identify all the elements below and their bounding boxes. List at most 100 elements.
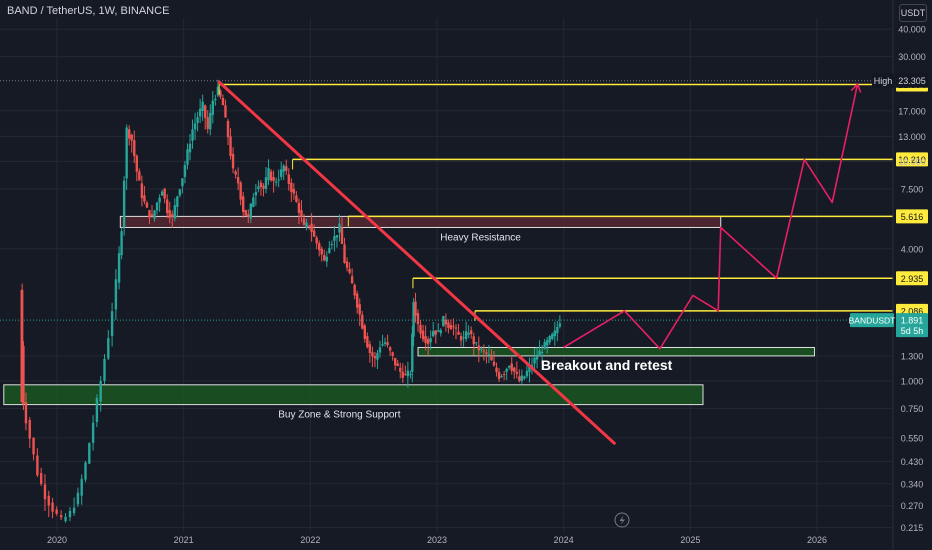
- candle-body: [335, 235, 339, 238]
- level-label-bg: [896, 209, 928, 224]
- candle-body: [51, 502, 54, 512]
- chart-zones: [3, 215, 815, 406]
- candle-body: [300, 210, 303, 217]
- y-tick-label: 0.215: [901, 523, 924, 533]
- x-tick-label: 2023: [427, 535, 447, 545]
- candle-body: [449, 324, 453, 330]
- candle-body: [546, 340, 549, 346]
- y-tick-label: 30.000: [898, 52, 926, 62]
- candle-body: [143, 195, 146, 202]
- candle-body: [350, 276, 354, 284]
- candle-body: [130, 134, 133, 141]
- candle-body: [274, 181, 278, 183]
- candle-body: [153, 210, 156, 219]
- candle-body: [411, 333, 414, 372]
- candle-body: [107, 338, 110, 359]
- candle-body: [439, 330, 442, 334]
- candle-body: [88, 443, 91, 464]
- lightning-icon: [614, 512, 630, 528]
- candle-body: [267, 168, 270, 181]
- candle-body: [236, 177, 240, 184]
- candle-body: [437, 330, 440, 332]
- candle-body: [173, 205, 176, 219]
- candle-body: [36, 455, 39, 476]
- candle-body: [226, 120, 230, 138]
- y-tick-label: 0.430: [901, 457, 924, 467]
- candle-body: [386, 342, 389, 346]
- high-value-bg: [896, 73, 928, 88]
- candle-body: [551, 333, 554, 340]
- candle-body: [43, 484, 47, 500]
- candle-body: [259, 182, 263, 187]
- candle-body: [485, 352, 488, 354]
- candle-body: [80, 478, 83, 496]
- chart-title: BAND / TetherUS, 1W, BINANCE: [7, 5, 170, 17]
- candle-body: [91, 422, 95, 443]
- candle-body: [178, 189, 182, 196]
- candle-body: [252, 197, 255, 207]
- candle-body: [186, 149, 189, 165]
- candle-body: [399, 367, 402, 372]
- candle-body: [528, 365, 531, 372]
- candle-body: [520, 375, 524, 381]
- candle-body: [211, 100, 214, 115]
- candle-body: [548, 335, 551, 343]
- level-label-bg: [896, 271, 928, 286]
- x-tick-label: 2022: [300, 535, 320, 545]
- candle-body: [490, 355, 493, 361]
- y-tick-label: 1.000: [901, 376, 924, 386]
- candle-body: [181, 178, 184, 187]
- high-label-bg: [872, 73, 894, 88]
- candle-body: [292, 189, 296, 194]
- trendline-layer: [217, 80, 616, 445]
- candle-body: [535, 356, 539, 360]
- candle-body: [148, 210, 151, 218]
- candle-body: [447, 322, 450, 328]
- candle-body: [133, 140, 136, 157]
- projection-layer: [563, 82, 862, 350]
- candle-body: [140, 183, 144, 199]
- candle-body: [168, 210, 171, 219]
- candle-body: [525, 370, 529, 377]
- candle-body: [290, 182, 293, 192]
- candle-body: [249, 203, 252, 219]
- candle-body: [510, 363, 513, 371]
- candle-body: [368, 344, 372, 353]
- candle-body: [421, 330, 425, 340]
- candle-body: [419, 324, 422, 334]
- x-tick-label: 2024: [554, 535, 574, 545]
- candle-body: [219, 90, 222, 97]
- y-tick-label: 1.300: [901, 351, 924, 361]
- candle-body: [285, 166, 288, 172]
- candle-body: [416, 313, 420, 325]
- candle-body: [348, 268, 351, 273]
- candle-body: [454, 327, 458, 329]
- candle-body: [254, 191, 258, 196]
- candle-body: [295, 195, 298, 202]
- candle-body: [497, 371, 501, 379]
- candle-body: [95, 398, 99, 422]
- chart-grid: [0, 18, 893, 532]
- candle-body: [117, 253, 121, 283]
- candle-body: [378, 347, 382, 353]
- price-badge-countdown: 5d 5h: [901, 326, 924, 336]
- candle-body: [540, 352, 544, 354]
- candle-body: [277, 179, 280, 181]
- y-tick-label: 4.000: [901, 244, 924, 254]
- currency-button[interactable]: USDT: [899, 4, 927, 22]
- candle-body: [224, 105, 227, 118]
- candle-body: [487, 354, 491, 356]
- support-zone: [3, 384, 704, 406]
- candle-body: [343, 244, 346, 263]
- level-label: 2.086: [901, 306, 924, 316]
- candle-body: [464, 331, 468, 340]
- candle-body: [145, 202, 149, 208]
- candle-body: [32, 437, 35, 455]
- candle-body: [495, 367, 498, 373]
- candle-body: [183, 165, 187, 177]
- candle-series: [20, 79, 562, 523]
- level-label: 5.616: [901, 212, 924, 222]
- symbol-badge: BANDUSDT: [849, 316, 896, 326]
